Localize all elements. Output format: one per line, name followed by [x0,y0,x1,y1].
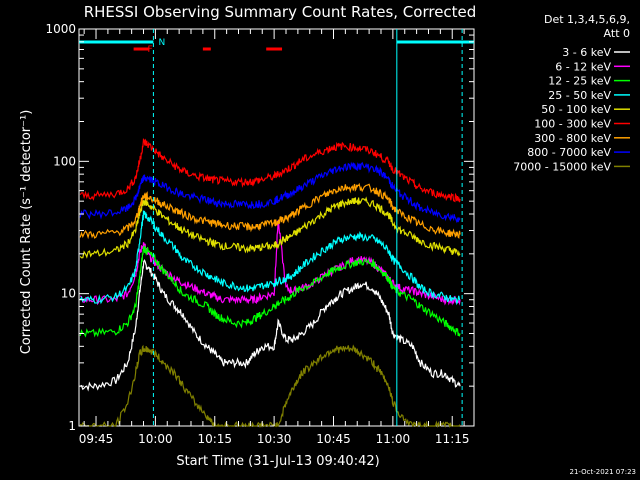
x-tick-label: 11:15 [435,432,470,446]
y-axis-label: Corrected Count Rate (s⁻¹ detector⁻¹) [19,110,34,355]
series-line-0 [79,258,461,392]
series-layer [79,138,461,429]
series-line-7 [79,161,461,224]
plot-area: FN 1 10 100 1000 09:45 10:00 10:15 10:30 10:45 11… [45,22,475,446]
x-axis-label: Start Time (31-Jul-13 09:40:42) [176,454,379,469]
chart-title: RHESSI Observing Summary Count Rates, Co… [84,3,477,21]
x-tick-label: 10:45 [316,432,351,446]
legend-label-3: 25 - 50 keV [548,89,611,102]
series-line-6 [79,182,461,240]
series-line-2 [79,244,461,338]
legend-header-line-1: Det 1,3,4,5,6,9, [544,13,630,26]
legend-label-4: 50 - 100 keV [541,103,611,116]
legend-label-7: 800 - 7000 keV [527,146,611,159]
flag-label-f: F [147,45,152,55]
y-tick-label: 100 [53,154,76,168]
y-tick-label: 10 [61,287,76,301]
legend-label-0: 3 - 6 keV [562,46,611,59]
series-line-3 [79,210,461,306]
y-tick-label: 1 [68,419,76,433]
flag-label-n: N [159,38,166,48]
legend-header-line-2: Att 0 [604,27,630,40]
legend-label-6: 300 - 800 keV [534,132,611,145]
series-line-4 [79,196,461,259]
footer-timestamp: 21-Oct-2021 07:23 [570,468,636,476]
legend-label-1: 6 - 12 keV [555,60,611,73]
series-line-8 [79,344,461,429]
x-tick-label: 09:45 [79,432,114,446]
y-tick-label: 1000 [45,22,76,36]
x-tick-label: 10:15 [197,432,232,446]
tick-layer: 1 10 100 1000 09:45 10:00 10:15 10:30 10:45 11:00… [45,22,474,446]
series-line-5 [79,138,461,203]
x-tick-label: 10:00 [138,432,173,446]
x-tick-label: 11:00 [376,432,411,446]
legend-label-5: 100 - 300 keV [534,118,611,131]
legend-label-2: 12 - 25 keV [548,75,611,88]
flag-layer: FN [79,29,474,426]
legend-label-8: 7000 - 15000 keV [513,160,611,173]
x-tick-label: 10:30 [257,432,292,446]
